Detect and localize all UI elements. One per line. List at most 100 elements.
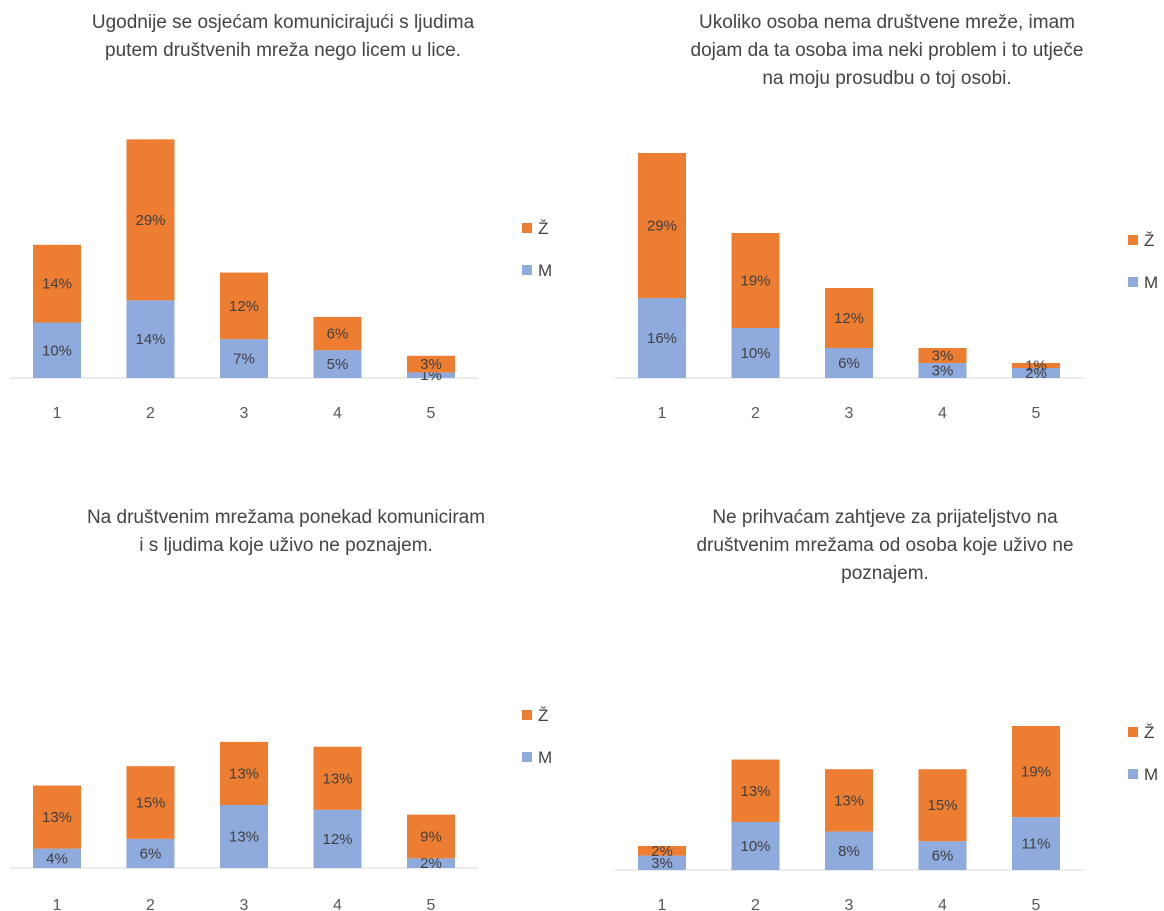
legend-swatch-m (1128, 277, 1138, 287)
legend-label-m: M (538, 748, 552, 767)
bar-m-4 (313, 809, 362, 868)
x-tick-label: 5 (1032, 897, 1041, 911)
bar-m-5 (407, 858, 455, 868)
data-label-m-2: 14% (135, 331, 165, 348)
x-tick-label: 4 (333, 405, 342, 422)
chart-title-line: dojam da ta osoba ima neki problem i to … (691, 40, 1084, 61)
data-label-z-4: 3% (932, 348, 954, 365)
x-tick-label: 3 (845, 405, 854, 422)
data-label-m-3: 6% (838, 355, 860, 372)
data-label-m-1: 10% (42, 342, 72, 359)
bar-z-4 (313, 746, 362, 810)
chart-title-line: društvenim mrežama od osoba koje uživo n… (696, 535, 1073, 556)
legend-swatch-z (522, 223, 532, 233)
bar-z-3 (825, 769, 873, 832)
data-label-m-4: 3% (932, 363, 954, 380)
bar-m-1 (33, 848, 81, 868)
x-tick-label: 2 (146, 897, 155, 911)
x-tick-label: 5 (427, 897, 436, 911)
data-label-z-1: 14% (42, 276, 72, 293)
chart-title-line: poznajem. (841, 563, 929, 584)
bar-z-4 (313, 316, 362, 351)
legend-swatch-z (522, 710, 532, 720)
chart-panel-4: Ne prihvaćam zahtjeve za prijateljstvo n… (582, 455, 1164, 911)
bar-m-4 (918, 363, 967, 378)
bar-z-2 (126, 766, 175, 839)
data-label-m-1: 4% (46, 850, 68, 867)
bar-z-5 (407, 355, 455, 373)
data-label-z-2: 15% (135, 795, 165, 812)
data-label-m-5: 2% (420, 855, 442, 872)
bar-m-5 (407, 372, 455, 378)
x-tick-label: 3 (240, 897, 249, 911)
bar-m-2 (126, 300, 175, 378)
data-label-z-2: 13% (740, 783, 770, 800)
data-label-z-5: 9% (420, 828, 442, 845)
legend-swatch-m (522, 265, 532, 275)
legend-swatch-z (1128, 235, 1138, 245)
bar-z-3 (825, 288, 873, 348)
data-label-z-3: 12% (229, 298, 259, 315)
bar-m-4 (918, 841, 967, 870)
data-label-z-5: 1% (1025, 358, 1047, 375)
x-tick-label: 3 (845, 897, 854, 911)
chart-title-line: i s ljudima koje uživo ne poznajem. (139, 535, 433, 556)
x-tick-label: 1 (53, 897, 62, 911)
data-label-m-4: 12% (322, 831, 352, 848)
data-label-m-3: 7% (233, 351, 255, 368)
bar-m-3 (825, 348, 873, 378)
bar-m-2 (731, 328, 780, 378)
x-tick-label: 2 (146, 405, 155, 422)
x-tick-label: 5 (1032, 405, 1041, 422)
data-label-m-1: 16% (647, 330, 677, 347)
bar-z-5 (1012, 363, 1060, 368)
chart-title-line: Ne prihvaćam zahtjeve za prijateljstvo n… (712, 507, 1058, 528)
x-tick-label: 2 (751, 405, 760, 422)
data-label-z-4: 6% (327, 326, 349, 343)
data-label-z-1: 13% (42, 809, 72, 826)
chart-title-line: Na društvenim mrežama ponekad komunicira… (87, 507, 485, 528)
bar-m-2 (731, 822, 780, 870)
bar-z-3 (220, 741, 268, 805)
x-tick-label: 4 (938, 405, 947, 422)
data-label-z-1: 2% (651, 843, 673, 860)
bar-z-2 (731, 233, 780, 328)
data-label-z-2: 29% (135, 212, 165, 229)
bar-m-3 (825, 831, 873, 870)
bar-m-3 (220, 339, 268, 378)
data-label-m-4: 5% (327, 356, 349, 373)
bar-z-2 (126, 139, 175, 301)
legend-label-z: Ž (1144, 723, 1154, 742)
legend-swatch-m (1128, 769, 1138, 779)
data-label-z-4: 13% (322, 770, 352, 787)
x-tick-label: 1 (658, 405, 667, 422)
bar-m-5 (1012, 817, 1060, 870)
bar-m-1 (638, 855, 686, 870)
legend-label-m: M (1144, 765, 1158, 784)
bar-m-5 (1012, 368, 1060, 378)
bar-z-3 (220, 272, 268, 340)
legend-label-z: Ž (1144, 231, 1154, 250)
data-label-z-2: 19% (740, 273, 770, 290)
chart-title-line: Ukoliko osoba nema društvene mreže, imam (699, 12, 1075, 33)
bar-z-2 (731, 759, 780, 822)
chart-2: Ukoliko osoba nema društvene mreže, imam… (615, 12, 1158, 422)
data-label-z-3: 13% (229, 765, 259, 782)
chart-panel-3: Na društvenim mrežama ponekad komunicira… (0, 455, 582, 911)
x-tick-label: 4 (938, 897, 947, 911)
data-label-z-3: 12% (834, 310, 864, 327)
data-label-m-5: 11% (1022, 836, 1051, 853)
bar-z-5 (407, 814, 455, 859)
chart-title-line: putem društvenih mreža nego licem u lice… (105, 40, 461, 61)
chart-title-line: Ugodnije se osjećam komunicirajući s lju… (92, 12, 475, 33)
data-label-m-3: 13% (229, 828, 259, 845)
bar-z-4 (918, 348, 967, 363)
x-tick-label: 1 (53, 405, 62, 422)
chart-1: Ugodnije se osjećam komunicirajući s lju… (10, 12, 552, 422)
legend-label-m: M (1144, 273, 1158, 292)
bar-z-1 (33, 244, 81, 323)
chart-panel-2: Ukoliko osoba nema društvene mreže, imam… (582, 0, 1164, 455)
data-label-m-5: 2% (1025, 365, 1047, 382)
chart-panel-1: Ugodnije se osjećam komunicirajući s lju… (0, 0, 582, 455)
data-label-m-1: 3% (651, 855, 673, 872)
